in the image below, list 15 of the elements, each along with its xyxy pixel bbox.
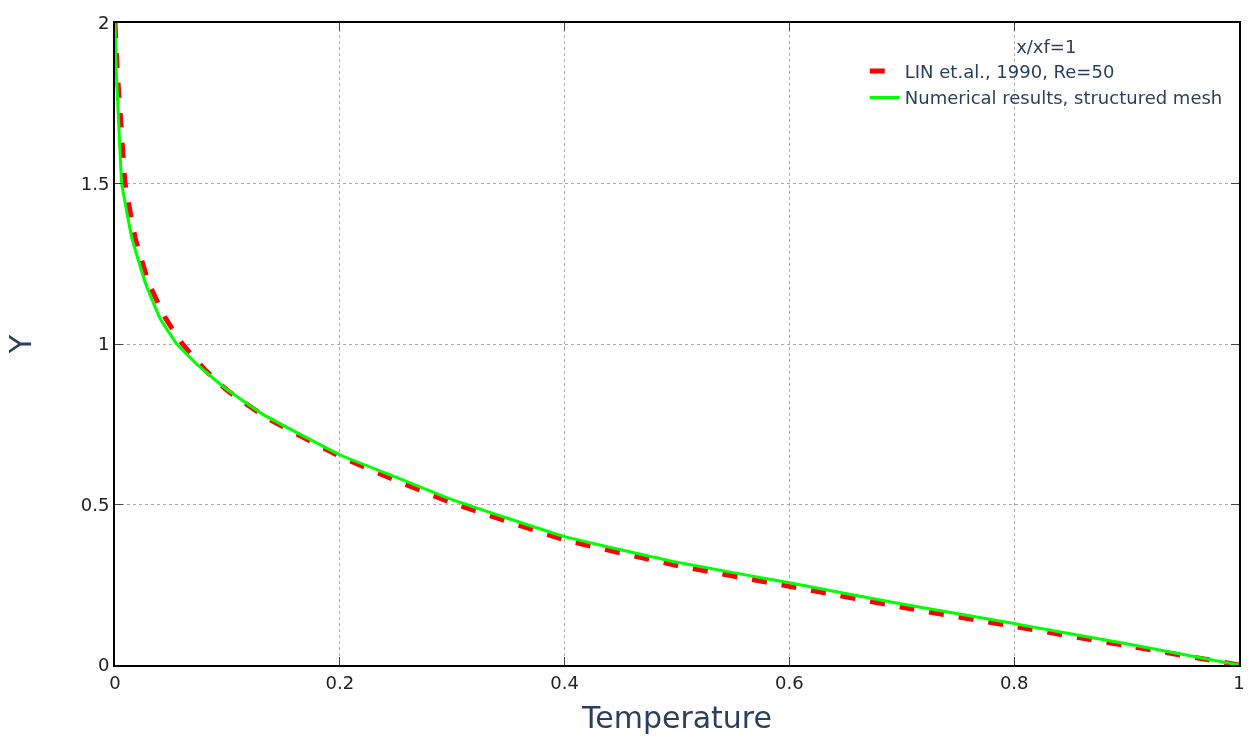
x-tick-label: 0.6 xyxy=(775,671,804,693)
y-tick-label: 0 xyxy=(97,654,110,676)
y-axis-title: Y xyxy=(3,334,39,355)
y-tick-label: 2 xyxy=(97,12,110,34)
x-axis-title: Temperature xyxy=(580,699,773,735)
x-tick-label: 0.2 xyxy=(325,671,355,693)
x-tick-label: 1 xyxy=(1233,671,1245,693)
legend-label: Numerical results, structured mesh xyxy=(904,87,1223,109)
legend-label: LIN et.al., 1990, Re=50 xyxy=(904,61,1115,83)
y-tick-label: 1.5 xyxy=(80,172,110,194)
y-tick-label: 1 xyxy=(97,333,110,355)
x-tick-label: 0.8 xyxy=(999,671,1029,693)
y-tick-label: 0.5 xyxy=(80,493,110,515)
x-tick-label: 0.4 xyxy=(550,671,579,693)
legend-title: x/xf=1 xyxy=(1016,35,1077,57)
